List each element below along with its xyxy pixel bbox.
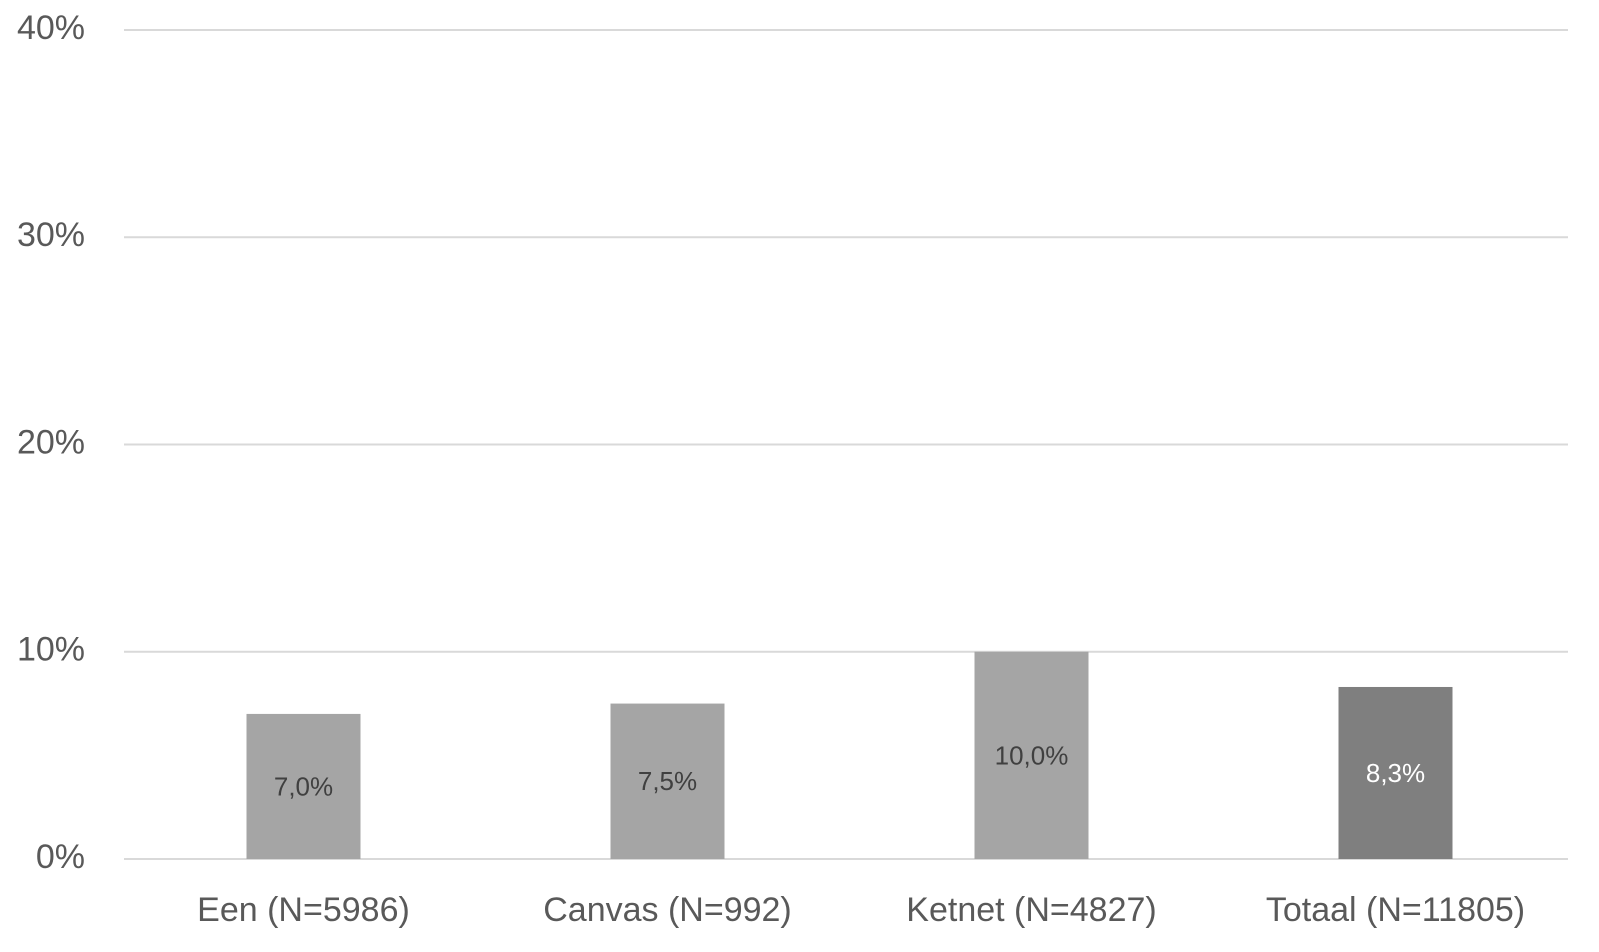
y-tick-label: 30%: [17, 216, 85, 254]
y-tick-label: 10%: [17, 631, 85, 669]
x-tick-label: Totaal (N=11805): [1266, 891, 1525, 929]
value-label: 7,0%: [274, 771, 333, 801]
value-label: 7,5%: [638, 766, 697, 796]
bar: [610, 703, 725, 859]
x-tick-label: Ketnet (N=4827): [906, 891, 1156, 929]
bar: [246, 713, 361, 859]
value-label: 8,3%: [1366, 758, 1425, 788]
y-tick-label: 20%: [17, 423, 85, 461]
y-tick-label: 40%: [17, 9, 85, 47]
value-label: 10,0%: [995, 740, 1069, 770]
x-tick-label: Een (N=5986): [197, 891, 410, 929]
bar: [1338, 686, 1453, 859]
x-tick-label: Canvas (N=992): [543, 891, 792, 929]
bar: [974, 651, 1089, 859]
y-tick-label: 0%: [36, 838, 85, 876]
